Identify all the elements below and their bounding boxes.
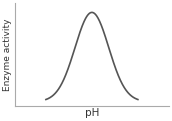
Y-axis label: Enzyme activity: Enzyme activity [3,19,13,91]
X-axis label: pH: pH [85,108,99,117]
